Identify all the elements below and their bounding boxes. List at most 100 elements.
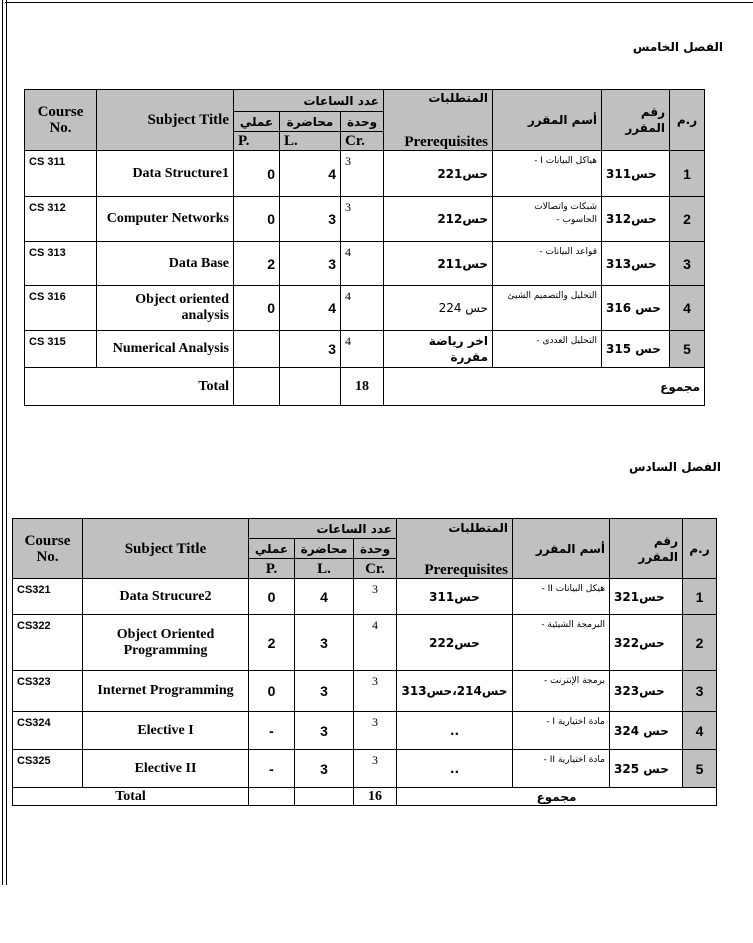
practical-hours: 0	[248, 670, 295, 712]
credit-hours: 4	[340, 330, 384, 368]
prerequisites: حس211	[383, 241, 493, 286]
subject-title: Data Strucure2	[82, 578, 249, 615]
header-course-code-ar: رقم المقرر	[609, 518, 683, 579]
total-row: Total 18 مجموع	[24, 367, 705, 406]
semester6-title: الفصل السادس	[628, 460, 721, 474]
course-name-ar: هياكل البيانات I -	[492, 150, 602, 197]
total-p	[233, 367, 280, 406]
total-label: Total	[24, 367, 234, 406]
header-course-code-ar: رقم المقرر	[601, 89, 670, 151]
header-index: ر.م	[669, 89, 705, 151]
subject-title: Object oriented analysis	[96, 285, 234, 331]
header-credit-ar: وحدة	[340, 111, 384, 132]
table-row: CS 312 Computer Networks 0 3 3 حس212 شبكات وات…	[24, 196, 705, 242]
header-p: P.	[233, 131, 280, 151]
header-prereq-ar: المتطلبات	[448, 520, 508, 535]
prerequisites: حس214،حس313	[396, 670, 513, 712]
prerequisites: حس311	[396, 578, 513, 615]
subject-title: Internet Programming	[82, 670, 249, 712]
table-row: CS 316 Object oriented analysis 0 4 4 حس 224 ا…	[24, 285, 705, 331]
semester5-title: الفصل الخامس	[632, 40, 723, 54]
subject-title: Computer Networks	[96, 196, 234, 242]
total-credits: 18	[340, 367, 384, 406]
total-l	[294, 787, 354, 806]
course-name-ar: قواعد البيانات -	[492, 241, 602, 286]
prerequisites: ..	[396, 711, 513, 750]
course-no: CS324	[12, 711, 83, 750]
total-credits: 16	[353, 787, 397, 806]
practical-hours: 2	[248, 614, 295, 671]
course-no: CS322	[12, 614, 83, 671]
practical-hours: 0	[233, 285, 280, 331]
course-no: CS 313	[24, 241, 97, 286]
course-code-ar: حس321	[609, 578, 683, 615]
subject-title: Data Base	[96, 241, 234, 286]
lecture-hours: 4	[279, 285, 341, 331]
subject-title: Elective I	[82, 711, 249, 750]
practical-hours: -	[248, 749, 295, 788]
page-border-left-outer	[2, 0, 3, 885]
header-credit-ar: وحدة	[353, 538, 397, 559]
course-code-ar: حس312	[601, 196, 670, 242]
header-course-no: Course No.	[24, 89, 97, 151]
header-practical-ar: عملي	[248, 538, 295, 559]
subject-title: Object Oriented Programming	[82, 614, 249, 671]
course-name-ar: شبكات واتصالات الحاسوب -	[492, 196, 602, 242]
row-index: 3	[682, 670, 717, 712]
total-label: Total	[12, 787, 249, 806]
total-p	[248, 787, 295, 806]
course-no: CS323	[12, 670, 83, 712]
course-code-ar: حس323	[609, 670, 683, 712]
page-border-top	[5, 2, 753, 3]
header-cr: Cr.	[353, 558, 397, 579]
header-hours: عدد الساعات	[248, 518, 397, 539]
credit-hours: 3	[353, 749, 397, 788]
course-no: CS 315	[24, 330, 97, 368]
header-subject-title: Subject Title	[82, 518, 249, 579]
table-row: CS 315 Numerical Analysis 3 4 اخر رياضة مقرر…	[24, 330, 705, 368]
table-row: CS321 Data Strucure2 0 4 3 حس311 هيكل البيانات…	[12, 578, 717, 615]
course-name-ar: هيكل البيانات II -	[512, 578, 610, 615]
credit-hours: 3	[353, 711, 397, 750]
prerequisites: اخر رياضة مقررة	[383, 330, 493, 368]
table-row: CS 311 Data Structure1 0 4 3 حس221 هياكل البيا…	[24, 150, 705, 197]
total-label-ar: مجموع	[383, 367, 705, 406]
row-index: 1	[669, 150, 705, 197]
header-l: L.	[279, 131, 341, 151]
course-no: CS 312	[24, 196, 97, 242]
course-code-ar: حس311	[601, 150, 670, 197]
subject-title: Numerical Analysis	[96, 330, 234, 368]
lecture-hours: 4	[279, 150, 341, 197]
course-no: CS325	[12, 749, 83, 788]
header-prerequisites: المتطلبات Prerequisites	[383, 89, 493, 151]
practical-hours: -	[248, 711, 295, 750]
semester5-table: Course No. Subject Title عدد الساعات المتطل…	[24, 89, 705, 406]
lecture-hours: 3	[294, 711, 354, 750]
course-name-ar: التحليل العددى -	[492, 330, 602, 368]
row-index: 4	[682, 711, 717, 750]
header-practical-ar: عملي	[233, 111, 280, 132]
row-index: 4	[669, 285, 705, 331]
course-name-ar: التحليل والتصميم الشيئ	[492, 285, 602, 331]
practical-hours: 0	[233, 196, 280, 242]
table-row: CS322 Object Oriented Programming 2 3 4 حس222…	[12, 614, 717, 671]
practical-hours: 0	[233, 150, 280, 197]
credit-hours: 4	[340, 241, 384, 286]
course-no: CS321	[12, 578, 83, 615]
lecture-hours: 3	[279, 330, 341, 368]
course-name-ar: مادة اختيارية I -	[512, 711, 610, 750]
credit-hours: 4	[353, 614, 397, 671]
table-row: CS323 Internet Programming 0 3 3 حس214،حس313 ب…	[12, 670, 717, 712]
credit-hours: 3	[353, 670, 397, 712]
credit-hours: 3	[340, 196, 384, 242]
header-lecture-ar: محاضرة	[279, 111, 341, 132]
prerequisites: حس221	[383, 150, 493, 197]
credit-hours: 4	[340, 285, 384, 331]
subject-title: Data Structure1	[96, 150, 234, 197]
header-prerequisites: المتطلبات Prerequisites	[396, 518, 513, 579]
course-code-ar: حس322	[609, 614, 683, 671]
course-code-ar: حس313	[601, 241, 670, 286]
course-code-ar: حس 324	[609, 711, 683, 750]
header-lecture-ar: محاضرة	[294, 538, 354, 559]
row-index: 5	[682, 749, 717, 788]
